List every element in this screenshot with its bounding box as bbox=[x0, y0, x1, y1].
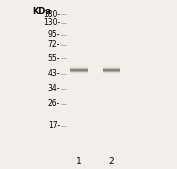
Bar bbox=[70, 66, 88, 67]
Text: 55-: 55- bbox=[48, 54, 60, 63]
Bar bbox=[103, 67, 120, 68]
Text: 130-: 130- bbox=[43, 18, 60, 27]
Bar bbox=[70, 73, 88, 74]
Bar bbox=[103, 72, 120, 73]
Text: 72-: 72- bbox=[48, 40, 60, 49]
Text: 26-: 26- bbox=[48, 99, 60, 108]
Bar bbox=[70, 68, 88, 69]
Text: 1: 1 bbox=[76, 157, 82, 166]
Bar bbox=[103, 69, 120, 70]
Text: 17-: 17- bbox=[48, 121, 60, 130]
Bar bbox=[70, 70, 88, 71]
Text: 180-: 180- bbox=[43, 10, 60, 19]
Text: 95-: 95- bbox=[48, 30, 60, 39]
Bar bbox=[70, 71, 88, 72]
Bar bbox=[103, 68, 120, 69]
Bar bbox=[103, 71, 120, 72]
Text: KDa: KDa bbox=[32, 7, 51, 16]
Text: 43-: 43- bbox=[48, 69, 60, 78]
Bar bbox=[103, 66, 120, 67]
Text: 2: 2 bbox=[109, 157, 114, 166]
Bar bbox=[70, 72, 88, 73]
Bar bbox=[70, 69, 88, 70]
Bar bbox=[70, 67, 88, 68]
Bar bbox=[103, 70, 120, 71]
Bar bbox=[103, 73, 120, 74]
Text: 34-: 34- bbox=[48, 84, 60, 93]
